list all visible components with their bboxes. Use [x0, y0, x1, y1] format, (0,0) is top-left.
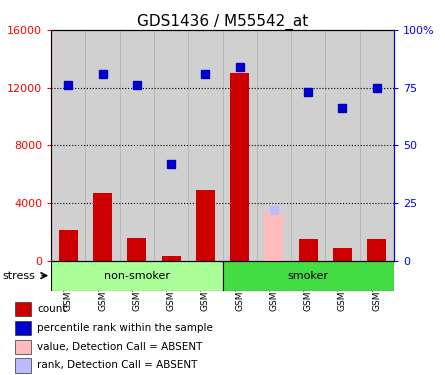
Bar [51, 30, 85, 261]
Text: non-smoker: non-smoker [104, 271, 170, 280]
Bar [333, 248, 352, 261]
Text: count: count [37, 304, 67, 314]
Bar [264, 211, 283, 261]
Bar [222, 30, 257, 261]
Bar [120, 30, 154, 261]
Bar [59, 230, 78, 261]
Bar [325, 30, 360, 261]
Bar [93, 193, 112, 261]
Text: value, Detection Call = ABSENT: value, Detection Call = ABSENT [37, 342, 203, 352]
Bar [230, 73, 249, 261]
Text: rank, Detection Call = ABSENT: rank, Detection Call = ABSENT [37, 360, 198, 370]
Text: smoker: smoker [287, 271, 329, 280]
Bar [196, 190, 215, 261]
Bar [257, 30, 291, 261]
Bar [51, 261, 223, 291]
Bar [127, 238, 146, 261]
Text: stress: stress [2, 271, 35, 280]
Bar [16, 339, 31, 354]
Bar [188, 30, 222, 261]
Bar [16, 302, 31, 316]
Bar [367, 239, 386, 261]
Bar [299, 239, 318, 261]
Bar [162, 256, 181, 261]
Bar [291, 30, 325, 261]
Bar [16, 321, 31, 336]
Bar [16, 358, 31, 373]
Bar [85, 30, 120, 261]
Bar [264, 258, 283, 261]
Bar [222, 261, 394, 291]
Bar [154, 30, 188, 261]
Title: GDS1436 / M55542_at: GDS1436 / M55542_at [137, 14, 308, 30]
Text: percentile rank within the sample: percentile rank within the sample [37, 323, 213, 333]
Bar [360, 30, 394, 261]
